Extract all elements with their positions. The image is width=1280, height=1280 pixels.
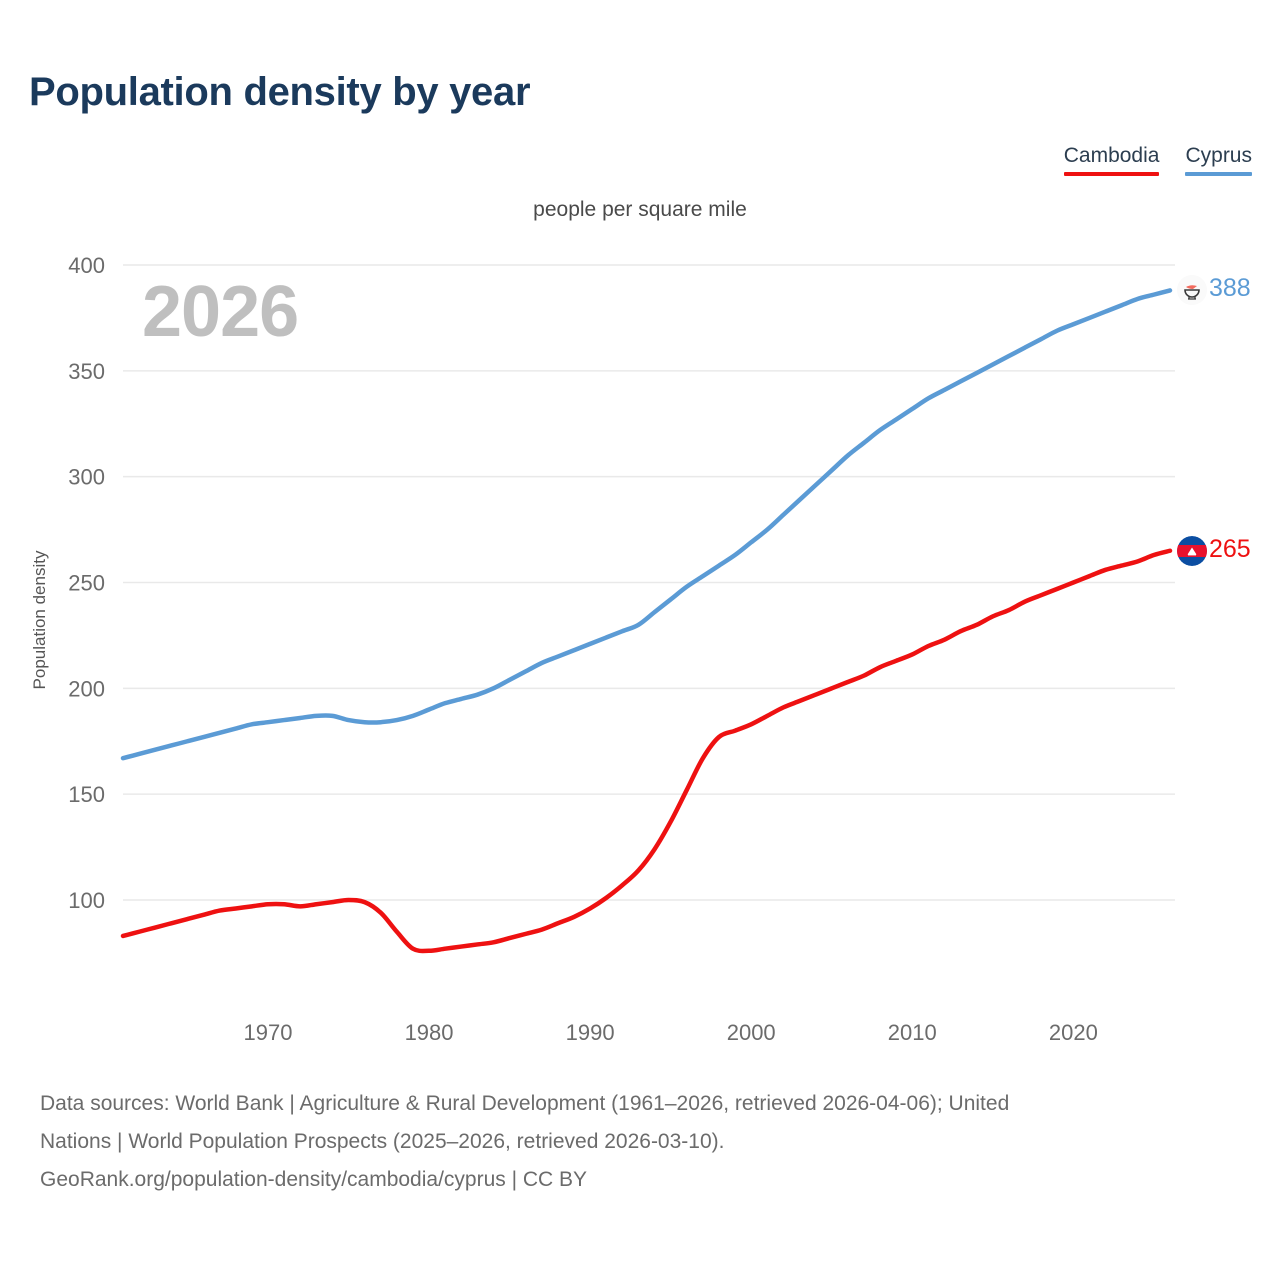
- footer-line-1: Data sources: World Bank | Agriculture &…: [40, 1092, 1010, 1115]
- legend-item-cyprus[interactable]: Cyprus: [1185, 144, 1252, 176]
- chart-subtitle: people per square mile: [533, 198, 747, 221]
- svg-text:400: 400: [68, 253, 105, 278]
- y-axis-tick-labels: 100 150 200 250 300 350 400: [68, 253, 105, 913]
- cyprus-flag-icon: [1177, 275, 1207, 306]
- svg-text:350: 350: [68, 359, 105, 384]
- svg-text:200: 200: [68, 676, 105, 701]
- svg-text:2000: 2000: [727, 1020, 776, 1045]
- svg-text:1990: 1990: [566, 1020, 615, 1045]
- svg-text:1980: 1980: [405, 1020, 454, 1045]
- chart-plot-area: 100 150 200 250 300 350 400 1970 1980 1990 2000 20…: [30, 253, 1175, 1045]
- svg-text:100: 100: [68, 888, 105, 913]
- svg-text:150: 150: [68, 782, 105, 807]
- svg-text:300: 300: [68, 465, 105, 490]
- footer-line-3: GeoRank.org/population-density/cambodia/…: [40, 1168, 588, 1191]
- svg-text:2010: 2010: [888, 1020, 937, 1045]
- watermark-year: 2026: [142, 272, 299, 352]
- svg-text:250: 250: [68, 571, 105, 596]
- svg-text:1970: 1970: [243, 1020, 292, 1045]
- chart-gridlines: [123, 264, 1175, 901]
- line-series-cambodia: [120, 548, 1173, 954]
- legend-label-cambodia: Cambodia: [1063, 144, 1160, 167]
- cambodia-flag-svg: [1177, 535, 1207, 566]
- legend-item-cambodia[interactable]: Cambodia: [1063, 144, 1160, 176]
- legend-rule-cambodia: [1063, 172, 1160, 176]
- legend-rule-cyprus: [1185, 172, 1252, 176]
- legend-label-cyprus: Cyprus: [1185, 144, 1252, 167]
- endpoint-value-cambodia: 265: [1209, 534, 1251, 563]
- chart-footer: Data sources: World Bank | Agriculture &…: [40, 1085, 1255, 1199]
- x-axis-tick-labels: 1970 1980 1990 2000 2010 2020: [243, 1020, 1097, 1045]
- cyprus-flag-svg: [1177, 275, 1207, 306]
- page-title: Population density by year: [29, 70, 531, 114]
- chart-legend: Cambodia Cyprus: [1063, 144, 1252, 176]
- chart-svg: 100 150 200 250 300 350 400 1970 1980 1990 2000 20…: [68, 253, 1175, 1045]
- svg-text:2020: 2020: [1049, 1020, 1098, 1045]
- line-series-cyprus: [120, 288, 1173, 761]
- footer-line-2: Nations | World Population Prospects (20…: [40, 1130, 725, 1153]
- y-axis-title: Population density: [30, 550, 49, 690]
- endpoint-value-cyprus: 388: [1209, 274, 1251, 303]
- cambodia-flag-icon: [1177, 535, 1207, 566]
